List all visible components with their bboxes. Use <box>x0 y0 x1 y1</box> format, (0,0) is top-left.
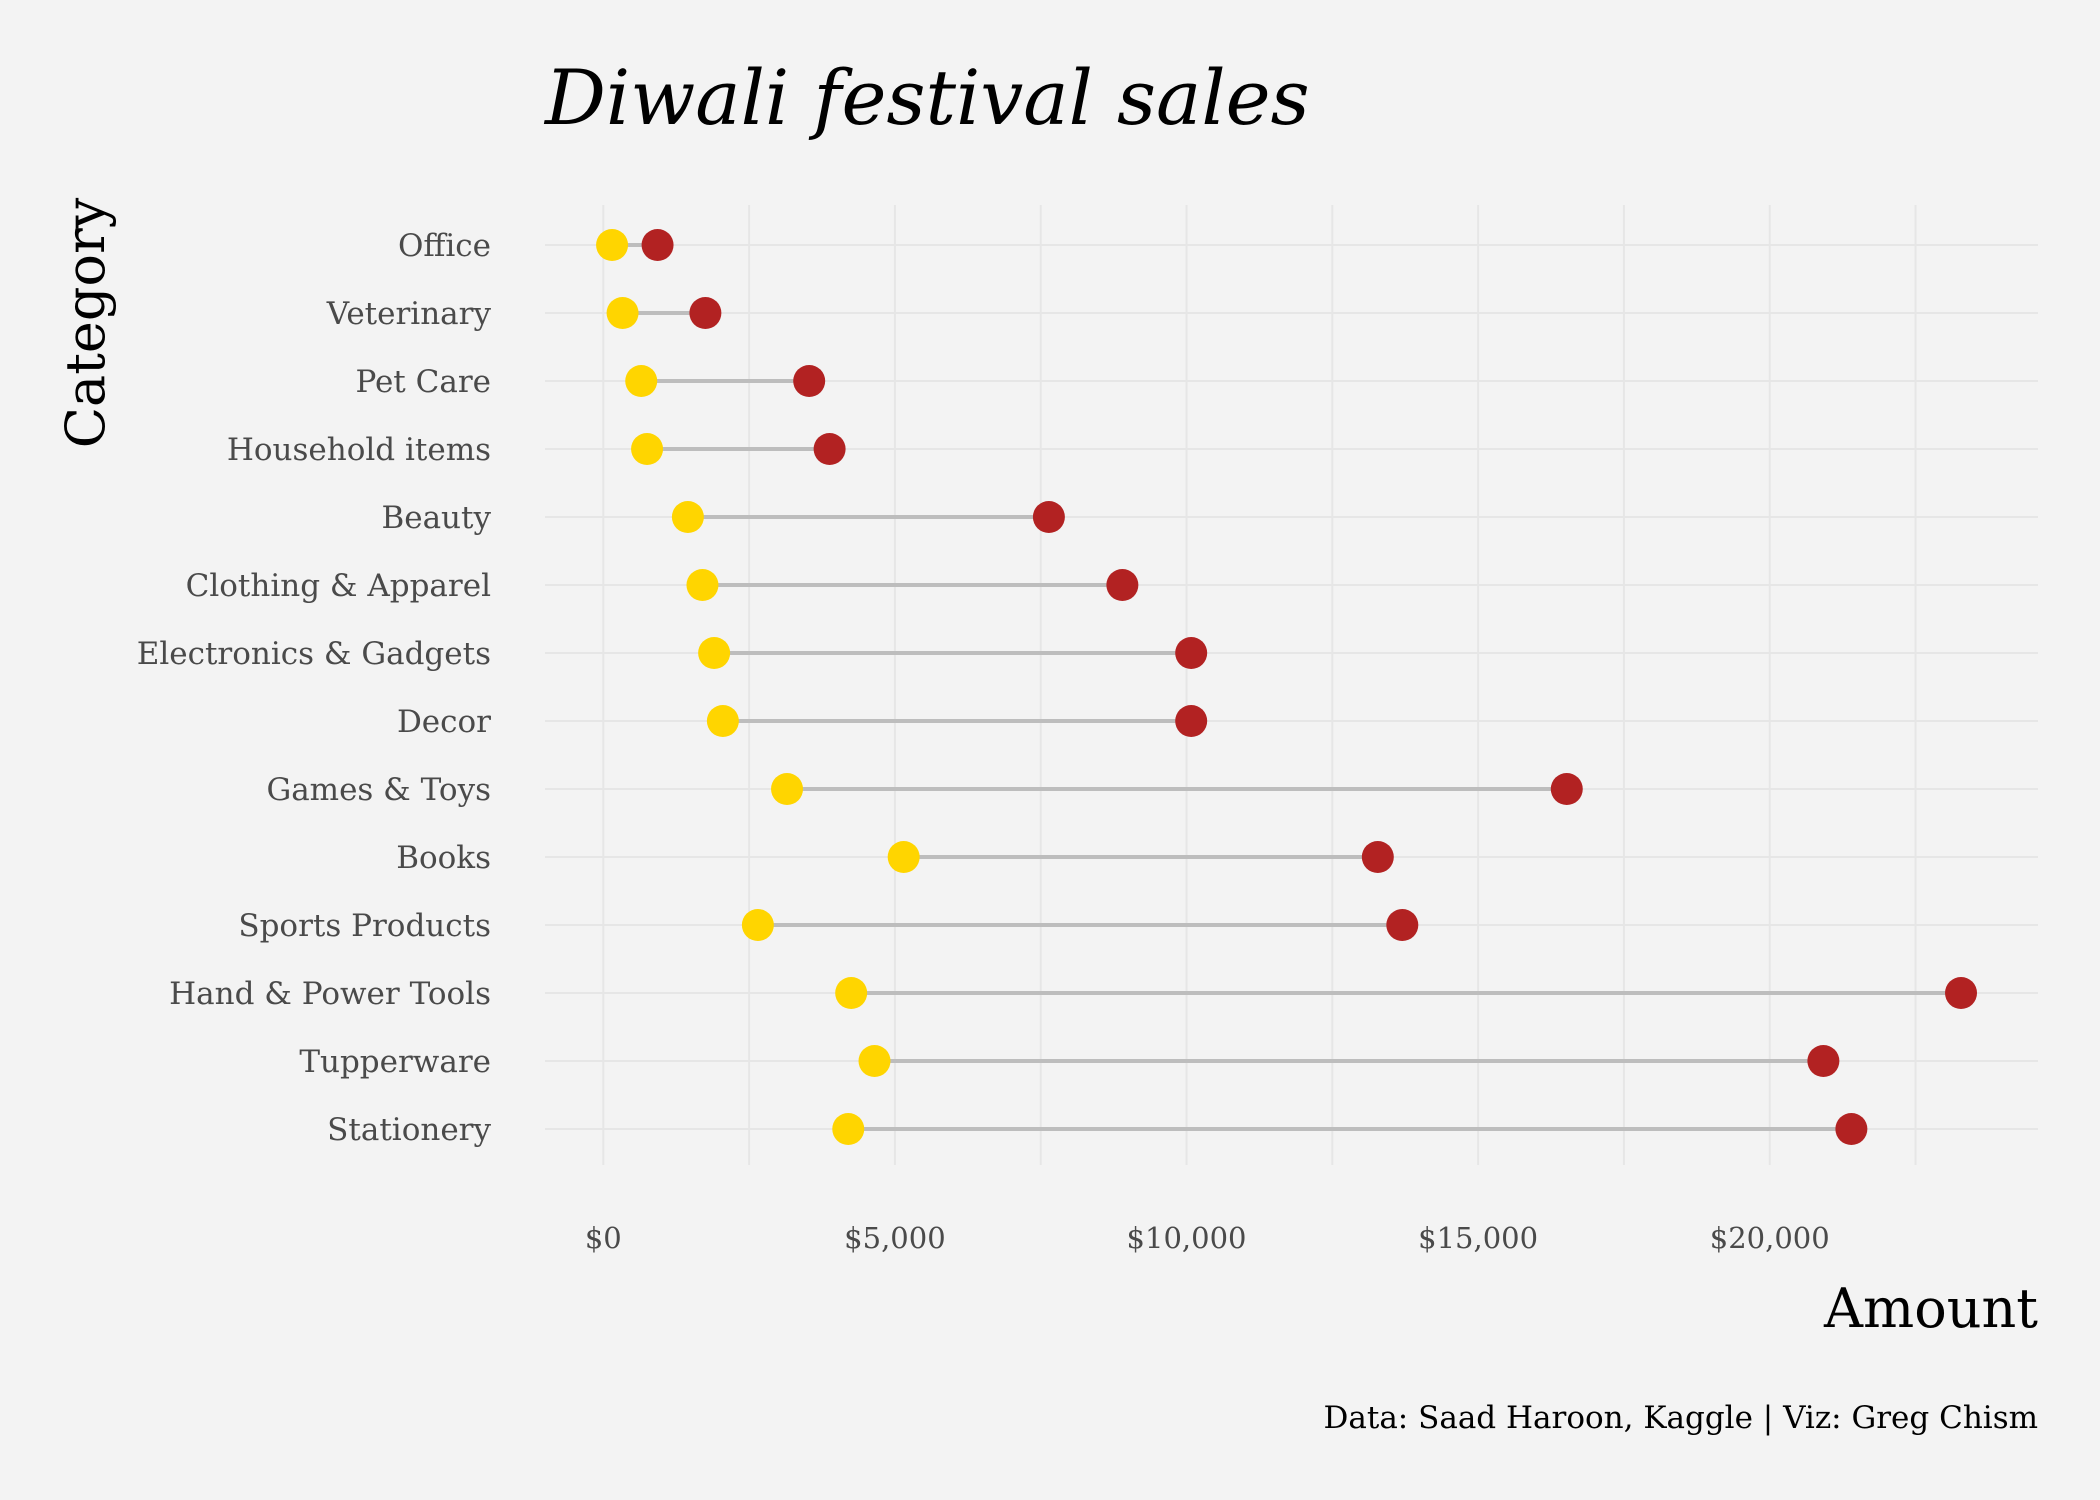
caption: Data: Saad Haroon, Kaggle | Viz: Greg Ch… <box>1324 1400 2038 1436</box>
high-value-point <box>793 365 826 397</box>
low-value-point <box>625 365 658 397</box>
high-value-point <box>641 229 674 261</box>
x-tick-label: $20,000 <box>1710 1221 1830 1255</box>
high-value-point <box>689 297 722 329</box>
category-label: Books <box>396 840 491 876</box>
category-label: Decor <box>397 704 491 740</box>
chart-title: Diwali festival sales <box>543 53 1310 142</box>
low-value-point <box>771 773 804 805</box>
low-value-point <box>686 569 719 601</box>
x-tick-label: $5,000 <box>844 1221 945 1255</box>
high-value-point <box>1175 637 1208 669</box>
x-tick-label: $10,000 <box>1127 1221 1247 1255</box>
low-value-point <box>832 1113 865 1145</box>
y-axis-label: Category <box>54 197 117 448</box>
high-value-point <box>1106 569 1139 601</box>
high-value-point <box>1032 501 1065 533</box>
low-value-point <box>631 433 664 465</box>
high-value-point <box>1175 705 1208 737</box>
low-value-point <box>706 705 739 737</box>
low-value-point <box>698 637 731 669</box>
high-value-point <box>1386 909 1419 941</box>
low-value-point <box>741 909 774 941</box>
high-value-point <box>813 433 846 465</box>
category-label: Tupperware <box>299 1044 491 1080</box>
high-value-point <box>1835 1113 1868 1145</box>
high-value-point <box>1550 773 1583 805</box>
category-label: Stationery <box>327 1112 491 1148</box>
category-label: Veterinary <box>326 296 492 332</box>
low-value-point <box>887 841 920 873</box>
category-label: Clothing & Apparel <box>186 568 491 604</box>
category-label: Sports Products <box>238 908 491 944</box>
x-axis-label: Amount <box>1823 1277 2038 1340</box>
plot-marks: $0 $5,000 $10,000 $15,000 $20,000 Office Veter… <box>137 228 1978 1255</box>
category-label: Games & Toys <box>266 772 491 808</box>
category-label: Electronics & Gadgets <box>137 636 491 672</box>
x-tick-label: $0 <box>585 1221 622 1255</box>
category-label: Household items <box>227 432 491 468</box>
high-value-point <box>1945 977 1978 1009</box>
category-label: Beauty <box>381 500 491 536</box>
high-value-point <box>1807 1045 1840 1077</box>
category-label: Office <box>398 228 491 264</box>
low-value-point <box>606 297 639 329</box>
x-tick-label: $15,000 <box>1418 1221 1538 1255</box>
grid-lines <box>545 205 2038 1165</box>
high-value-point <box>1361 841 1394 873</box>
category-label: Hand & Power Tools <box>169 976 491 1012</box>
low-value-point <box>858 1045 891 1077</box>
low-value-point <box>835 977 868 1009</box>
low-value-point <box>596 229 629 261</box>
low-value-point <box>671 501 704 533</box>
category-label: Pet Care <box>356 364 492 400</box>
